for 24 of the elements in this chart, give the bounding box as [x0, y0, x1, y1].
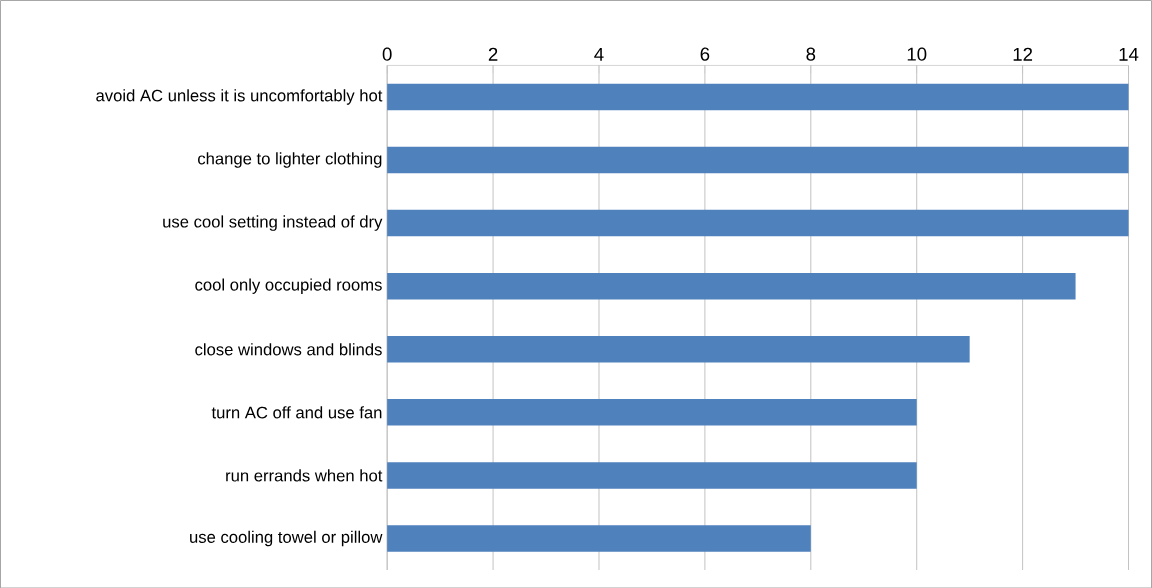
y-tick-label: avoid AC unless it is uncomfortably hot [96, 88, 383, 105]
bar [387, 146, 1129, 174]
y-tick-label: cool only occupied rooms [195, 278, 382, 294]
bar [387, 461, 917, 489]
bar [387, 83, 1129, 110]
bar [387, 209, 1129, 237]
x-tick-label: 8 [806, 47, 816, 61]
x-tick-label: 14 [1119, 47, 1139, 61]
y-tick-label: run errands when hot [226, 469, 383, 482]
x-tick-label: 10 [907, 47, 927, 61]
x-tick-label: 12 [1013, 47, 1033, 61]
x-tick-label: 2 [488, 47, 498, 61]
x-tick-label: 6 [700, 47, 710, 61]
x-tick-label: 0 [382, 47, 392, 61]
y-tick-label: use cooling towel or pillow [190, 530, 383, 546]
bar [387, 272, 1076, 300]
y-tick-label: turn AC off and use fan [211, 405, 382, 419]
y-tick-label: change to lighter clothing [198, 152, 382, 168]
bar [387, 335, 970, 363]
x-tick-label: 4 [594, 47, 604, 61]
bar [387, 524, 811, 552]
bar [387, 398, 917, 426]
y-tick-label: use cool setting instead of dry [163, 215, 383, 231]
y-tick-label: close windows and blinds [195, 342, 382, 356]
